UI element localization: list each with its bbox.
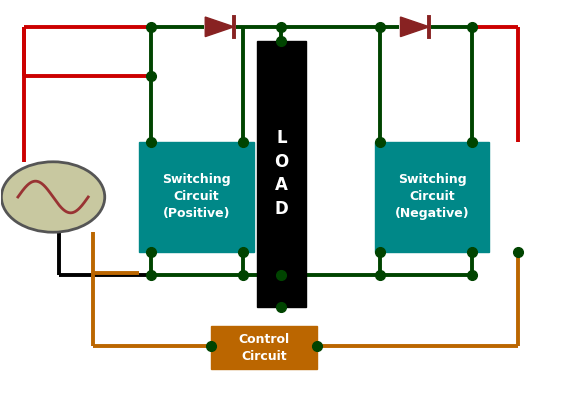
- Polygon shape: [205, 17, 234, 37]
- FancyBboxPatch shape: [139, 142, 254, 252]
- FancyBboxPatch shape: [211, 326, 317, 369]
- Text: Switching
Circuit
(Negative): Switching Circuit (Negative): [395, 173, 469, 221]
- Text: Switching
Circuit
(Positive): Switching Circuit (Positive): [162, 173, 231, 221]
- FancyBboxPatch shape: [257, 41, 306, 307]
- Circle shape: [1, 162, 105, 232]
- FancyBboxPatch shape: [374, 142, 489, 252]
- Text: Control
Circuit: Control Circuit: [238, 333, 290, 362]
- Polygon shape: [400, 17, 429, 37]
- Text: L
O
A
D: L O A D: [274, 129, 288, 218]
